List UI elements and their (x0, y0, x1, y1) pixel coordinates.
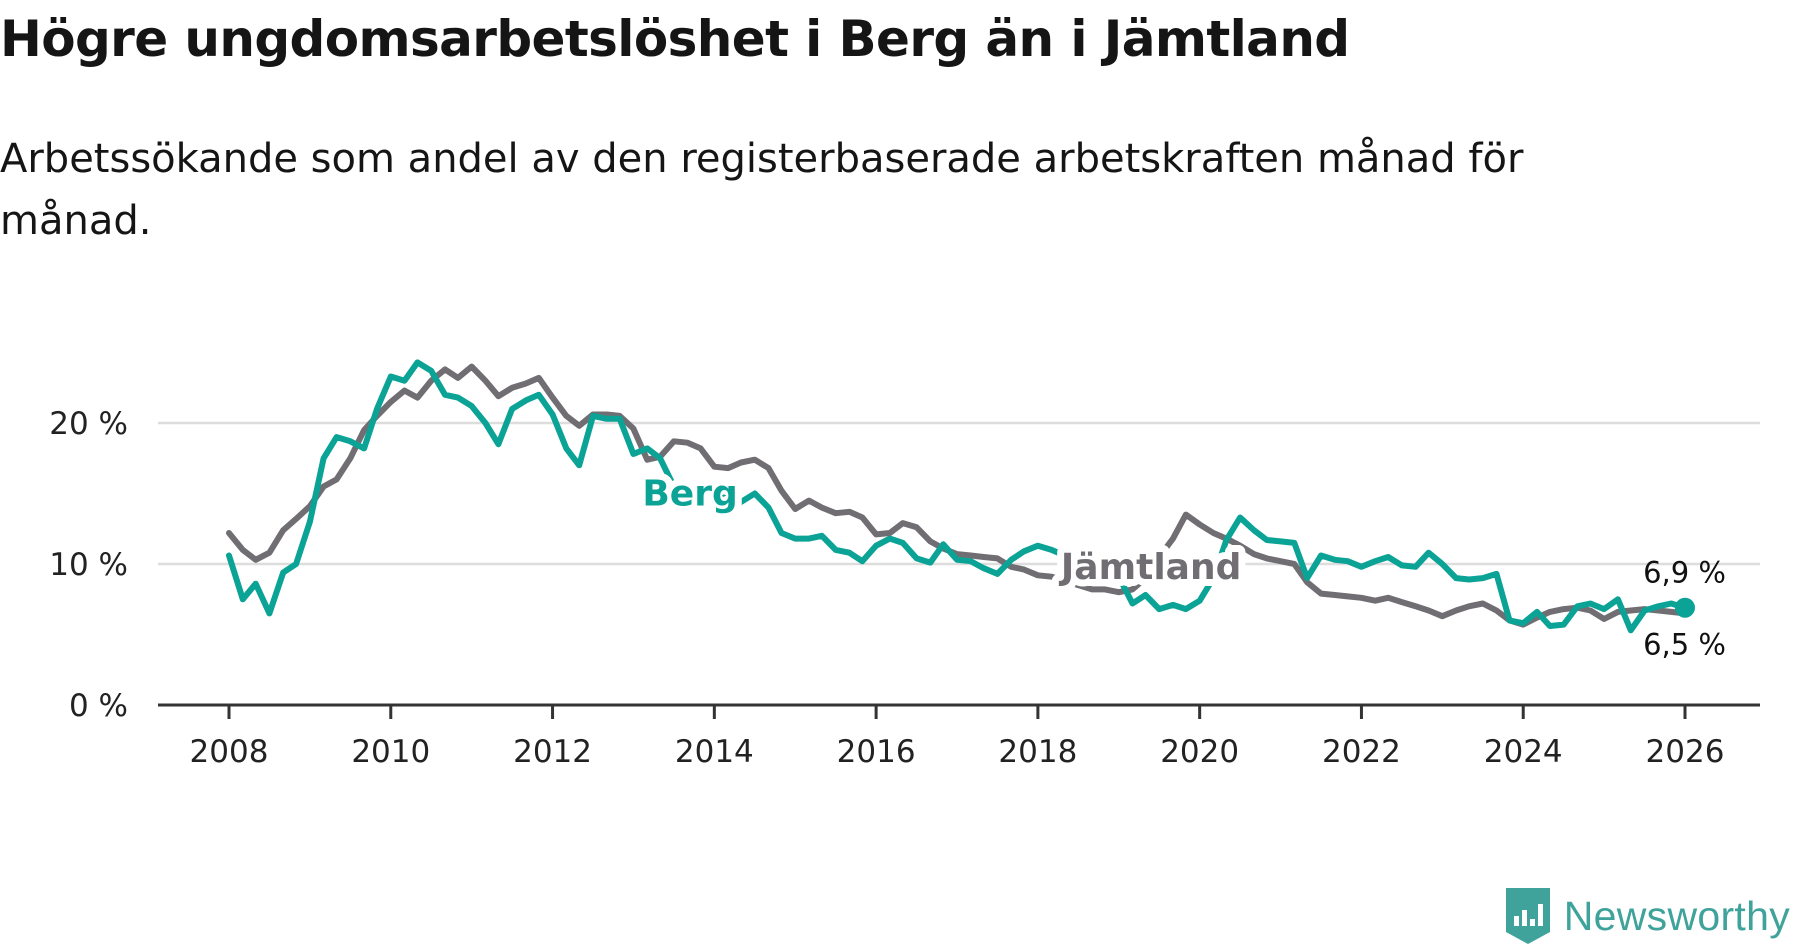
y-tick-label: 20 % (49, 406, 128, 442)
series-label-berg: Berg (642, 474, 737, 515)
y-tick-label: 10 % (49, 547, 128, 583)
series-labels: 6,9 % 6,5 % Berg Jämtland (635, 467, 1726, 662)
x-tick-label: 2020 (1160, 734, 1239, 770)
x-tick-label: 2016 (837, 734, 916, 770)
series-lines (226, 359, 1695, 634)
x-tick-label: 2022 (1322, 734, 1401, 770)
x-tick-label: 2008 (190, 734, 269, 770)
chart-title: Högre ungdomsarbetslöshet i Berg än i Jä… (0, 10, 1350, 68)
x-tick-label: 2010 (351, 734, 430, 770)
x-tick-label: 2018 (998, 734, 1077, 770)
berg-end-marker (1675, 597, 1695, 618)
brand-name: Newsworthy (1563, 892, 1790, 939)
chart-subtitle: Arbetssökande som andel av den registerb… (0, 136, 1524, 244)
berg-end-value-label: 6,9 % (1643, 556, 1726, 590)
x-tick-label: 2014 (675, 734, 754, 770)
series-line-berg (226, 359, 1688, 634)
x-tick-label: 2012 (513, 734, 592, 770)
jamtland-end-value-label: 6,5 % (1643, 627, 1726, 661)
series-label-jmtland: Jämtland (1058, 547, 1241, 588)
brand-logo: Newsworthy (1504, 886, 1790, 946)
y-tick-label: 0 % (69, 688, 128, 724)
x-tick-label: 2026 (1646, 734, 1725, 770)
newsworthy-logo-icon (1505, 888, 1550, 944)
series-line-jmtland (226, 363, 1688, 628)
x-tick-label: 2024 (1484, 734, 1563, 770)
gridlines: 0 % 10 % 20 % (49, 406, 1760, 724)
x-axis: 2008 2010 2012 2014 2016 2018 2020 2022 2024 2026 (158, 703, 1760, 770)
